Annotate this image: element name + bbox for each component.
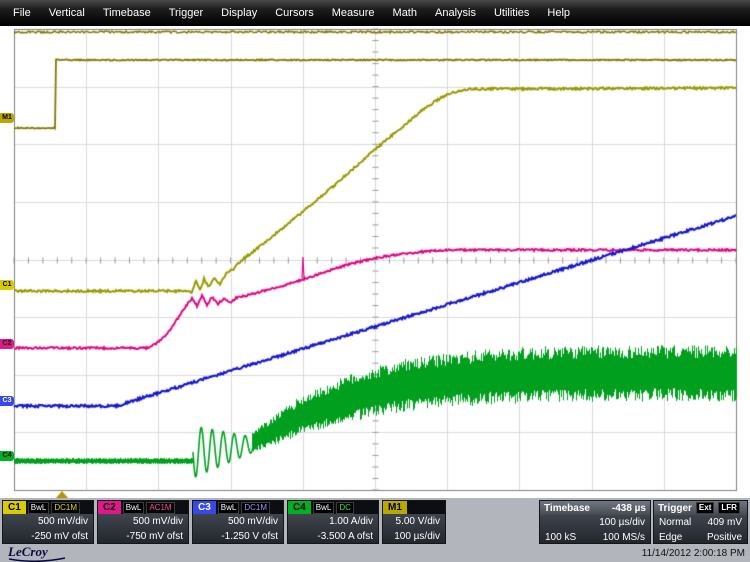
channel-marker-c2[interactable]: C2 bbox=[0, 339, 14, 349]
c2-bwl-badge: BwL bbox=[122, 501, 145, 514]
waveform-display[interactable] bbox=[0, 26, 750, 498]
m1-descriptor-header: M1 bbox=[383, 501, 445, 514]
c1-coupling-badge: DC1M bbox=[51, 501, 81, 514]
trigger-mode: Normal bbox=[659, 517, 692, 528]
c2-offset: -750 mV ofst bbox=[126, 531, 183, 542]
menu-utilities[interactable]: Utilities bbox=[493, 7, 530, 19]
channel-marker-m1[interactable]: M1 bbox=[0, 113, 14, 123]
c1-descriptor-box[interactable]: C1 BwL DC1M 500 mV/div -250 mV ofst bbox=[2, 500, 94, 544]
c4-offset: -3.500 A ofst bbox=[317, 531, 373, 542]
c4-channel-label: C4 bbox=[288, 501, 311, 514]
c3-offset: -1.250 V ofst bbox=[221, 531, 278, 542]
c3-coupling-badge: DC1M bbox=[241, 501, 271, 514]
channel-marker-c4[interactable]: C4 bbox=[0, 451, 14, 461]
c2-descriptor-header: C2 BwL AC1M bbox=[98, 501, 188, 514]
timebase-rate: 100 MS/s bbox=[602, 532, 645, 543]
m1-time-per-div: 100 µs/div bbox=[394, 531, 440, 542]
timebase-descriptor-box[interactable]: Timebase -438 µs 100 µs/div 100 kS 100 M… bbox=[539, 500, 651, 544]
datetime-display: 11/14/2012 2:00:18 PM bbox=[641, 548, 745, 559]
m1-descriptor-box[interactable]: M1 5.00 V/div 100 µs/div bbox=[382, 500, 446, 544]
c1-descriptor-header: C1 BwL DC1M bbox=[3, 501, 93, 514]
c4-coupling-badge: DC bbox=[336, 501, 354, 514]
channel-marker-c3[interactable]: C3 bbox=[0, 396, 14, 406]
c1-offset: -250 mV ofst bbox=[31, 531, 88, 542]
c4-descriptor-header: C4 BwL DC bbox=[288, 501, 378, 514]
c2-volts-per-div: 500 mV/div bbox=[132, 516, 183, 527]
lecroy-logo: LeCroy bbox=[8, 544, 66, 562]
m1-trace-label: M1 bbox=[383, 501, 407, 514]
menu-help[interactable]: Help bbox=[547, 7, 571, 19]
c2-descriptor-box[interactable]: C2 BwL AC1M 500 mV/div -750 mV ofst bbox=[97, 500, 189, 544]
c3-bwl-badge: BwL bbox=[217, 501, 240, 514]
trigger-source-badge: Ext bbox=[695, 502, 715, 514]
trigger-title: Trigger bbox=[658, 502, 692, 514]
menu-cursors[interactable]: Cursors bbox=[275, 7, 314, 19]
timebase-samples: 100 kS bbox=[545, 532, 577, 543]
trigger-descriptor-box[interactable]: Trigger Ext LFR Normal 409 mV Edge Posit… bbox=[653, 500, 748, 544]
lecroy-logo-swoosh bbox=[8, 557, 66, 562]
menu-bar: File Vertical Timebase Trigger Display C… bbox=[0, 0, 750, 26]
trigger-type-row: Edge Positive bbox=[654, 530, 747, 545]
c2-coupling-badge: AC1M bbox=[146, 501, 175, 514]
timebase-title: Timebase bbox=[544, 502, 590, 514]
c1-volts-per-div: 500 mV/div bbox=[37, 516, 88, 527]
timebase-delay: -438 µs bbox=[611, 502, 646, 514]
timebase-header: Timebase -438 µs bbox=[540, 501, 650, 515]
menu-analysis[interactable]: Analysis bbox=[435, 7, 476, 19]
timebase-sampling: 100 kS 100 MS/s bbox=[540, 530, 650, 545]
trigger-header: Trigger Ext LFR bbox=[654, 501, 747, 515]
c2-channel-label: C2 bbox=[98, 501, 121, 514]
trigger-coupling-badge: LFR bbox=[718, 502, 740, 514]
c3-descriptor-box[interactable]: C3 BwL DC1M 500 mV/div -1.250 V ofst bbox=[192, 500, 284, 544]
trigger-level: 409 mV bbox=[707, 517, 742, 528]
menu-timebase[interactable]: Timebase bbox=[102, 7, 151, 19]
timebase-per-div: 100 µs/div bbox=[599, 517, 645, 528]
c3-channel-label: C3 bbox=[193, 501, 216, 514]
c3-descriptor-header: C3 BwL DC1M bbox=[193, 501, 283, 514]
menu-display[interactable]: Display bbox=[221, 7, 258, 19]
c4-amps-per-div: 1.00 A/div bbox=[329, 516, 373, 527]
trigger-type: Edge bbox=[659, 532, 683, 543]
menu-file[interactable]: File bbox=[13, 7, 31, 19]
lecroy-logo-text: LeCroy bbox=[8, 544, 48, 559]
c1-bwl-badge: BwL bbox=[27, 501, 50, 514]
c4-descriptor-box[interactable]: C4 BwL DC 1.00 A/div -3.500 A ofst bbox=[287, 500, 379, 544]
trigger-slope: Positive bbox=[706, 532, 742, 543]
menu-trigger[interactable]: Trigger bbox=[168, 7, 204, 19]
c1-channel-label: C1 bbox=[3, 501, 26, 514]
c3-volts-per-div: 500 mV/div bbox=[227, 516, 278, 527]
menu-measure[interactable]: Measure bbox=[331, 7, 375, 19]
m1-volts-per-div: 5.00 V/div bbox=[395, 516, 440, 527]
menu-vertical[interactable]: Vertical bbox=[48, 7, 85, 19]
trigger-mode-row: Normal 409 mV bbox=[654, 515, 747, 530]
channel-marker-c1[interactable]: C1 bbox=[0, 280, 14, 290]
menu-math[interactable]: Math bbox=[392, 7, 417, 19]
c4-bwl-badge: BwL bbox=[312, 501, 335, 514]
